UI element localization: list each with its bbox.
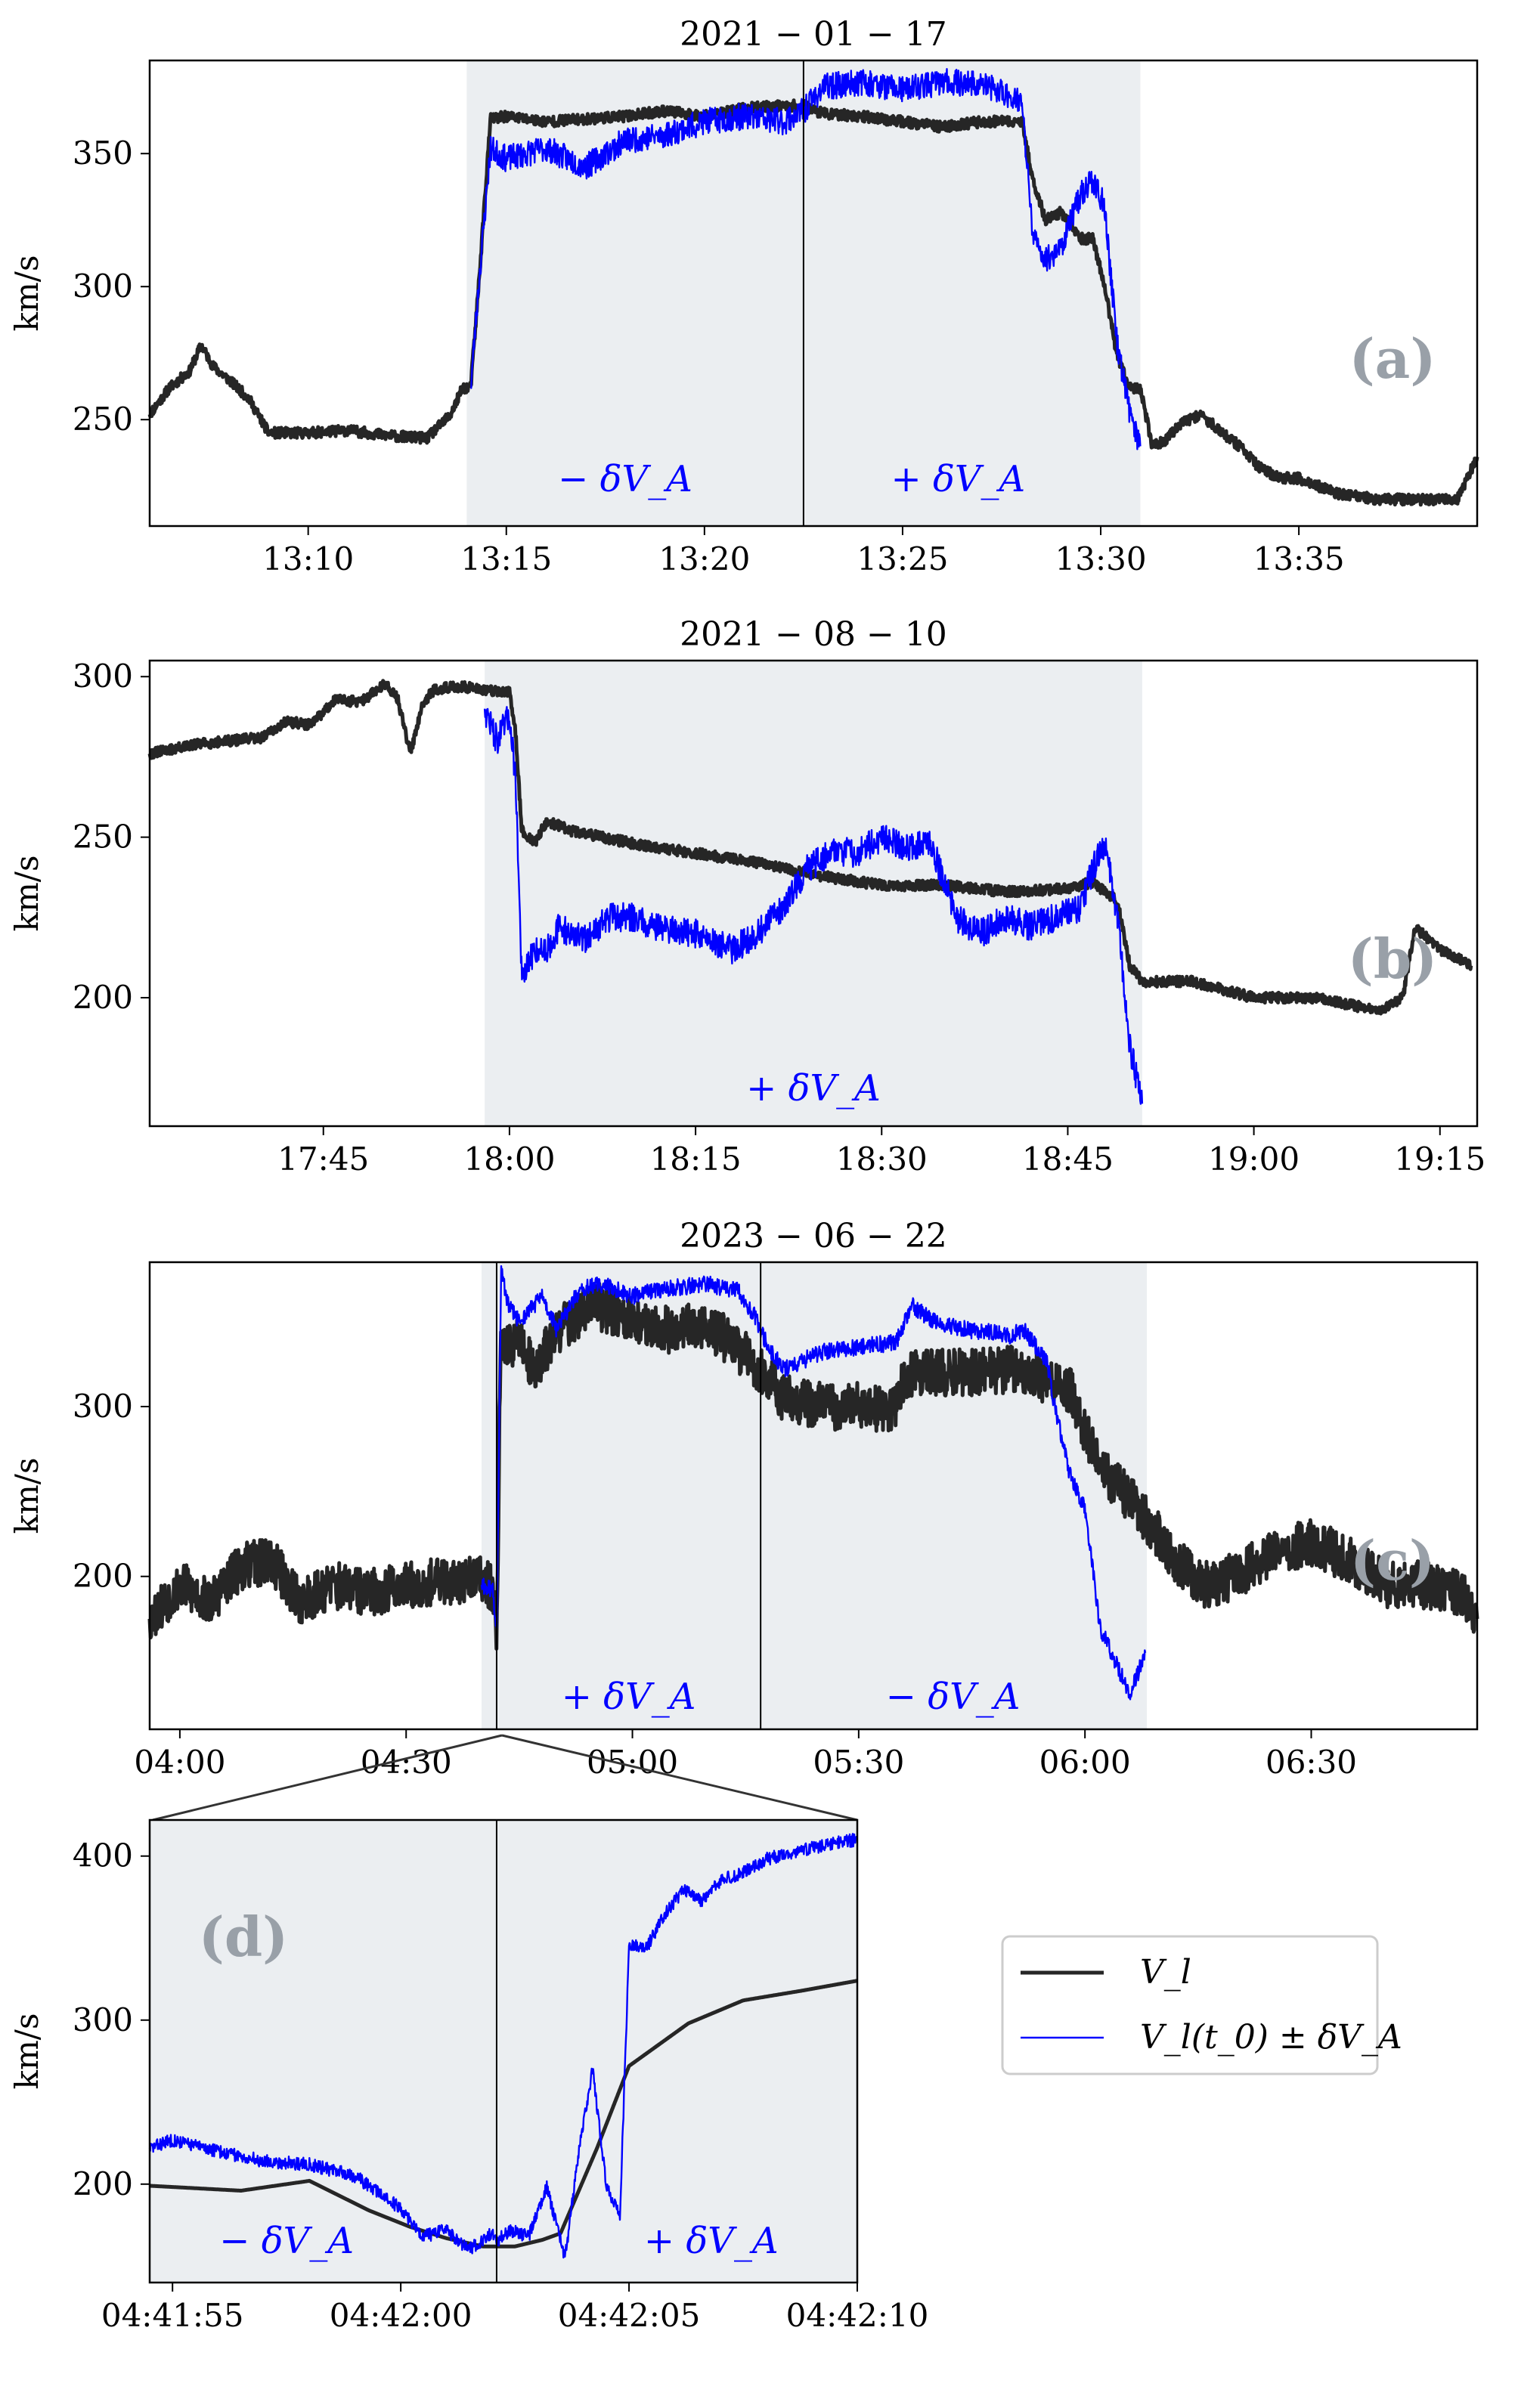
x-tick-label: 05:30 (813, 1744, 904, 1781)
y-tick-label: 250 (73, 819, 133, 856)
panel-a: − δV_A + δV_A 13:10 13:15 13:20 13:25 13:30 13… (8, 15, 1479, 577)
y-axis-label: km/s (8, 856, 45, 932)
region-label: − δV_A (219, 2220, 354, 2262)
x-tick-label: 17:45 (277, 1141, 369, 1178)
series-lines (147, 679, 1473, 1105)
panel-letter: (a) (1349, 327, 1436, 391)
axes-frame (148, 1261, 1479, 1731)
axis-ticks: 04:41:55 04:42:00 04:42:05 04:42:10 200 300 40… (73, 1837, 928, 2334)
x-tick-label: 04:42:10 (786, 2297, 929, 2334)
series-lines (147, 1264, 1479, 1701)
y-tick-label: 400 (73, 1837, 133, 1874)
region-labels: + δV_A − δV_A (562, 1676, 1021, 1718)
region-labels: + δV_A (746, 1067, 881, 1110)
legend-label-vl-t0: V_l(t_0) ± δV_A (1140, 2018, 1402, 2057)
panel-letter: (d) (199, 1905, 288, 1969)
panel-title: 2021 − 08 − 10 (680, 615, 947, 654)
series-vl-line (147, 1281, 1479, 1651)
y-axis-label: km/s (8, 255, 45, 332)
zoom-connector-lines (152, 1734, 858, 1821)
y-tick-label: 300 (73, 658, 133, 695)
x-tick-label: 18:15 (650, 1141, 742, 1178)
y-tick-label: 300 (73, 268, 133, 305)
panel-b: + δV_A 17:45 18:00 18:15 18:30 18:45 19:00 19:… (8, 615, 1485, 1178)
x-tick-label: 13:10 (262, 540, 354, 577)
series-lines (147, 67, 1479, 507)
y-axis-label: km/s (8, 1458, 45, 1534)
axes-frame (148, 59, 1479, 528)
x-tick-label: 18:30 (836, 1141, 928, 1178)
region-label: + δV_A (891, 458, 1025, 500)
region-label: − δV_A (886, 1676, 1021, 1718)
panel-c: + δV_A − δV_A 04:00 04:30 05:00 05:30 06:00 06… (8, 1217, 1479, 1781)
series-vl-line (147, 98, 1479, 507)
x-tick-label: 04:00 (134, 1744, 225, 1781)
x-tick-label: 18:45 (1022, 1141, 1114, 1178)
axis-ticks: 17:45 18:00 18:15 18:30 18:45 19:00 19:15 200 25… (73, 658, 1485, 1178)
x-tick-label: 04:42:00 (330, 2297, 472, 2334)
x-tick-label: 04:41:55 (101, 2297, 244, 2334)
axes-frame (148, 659, 1479, 1128)
region-label: + δV_A (746, 1067, 881, 1110)
axes-frame (148, 1818, 859, 2284)
zoom-connector-right (501, 1734, 858, 1821)
series-vl-t0-line (470, 67, 1142, 450)
x-tick-label: 06:30 (1266, 1744, 1357, 1781)
shaded-region (482, 1262, 1147, 1729)
region-labels: − δV_A + δV_A (219, 2220, 778, 2262)
x-tick-label: 13:15 (460, 540, 552, 577)
y-tick-label: 300 (73, 1388, 133, 1425)
region-label: − δV_A (558, 458, 692, 500)
y-tick-label: 200 (73, 1558, 133, 1595)
series-vl-t0-line (148, 1833, 859, 2259)
zoom-connector-left (152, 1734, 503, 1821)
y-tick-label: 200 (73, 979, 133, 1016)
x-tick-label: 19:15 (1394, 1141, 1485, 1178)
series-vl-line (148, 1979, 859, 2249)
y-tick-label: 300 (73, 2001, 133, 2038)
shaded-region (150, 1820, 857, 2283)
y-axis-label: km/s (8, 2013, 45, 2090)
shade-rect (482, 1262, 1147, 1729)
y-tick-label: 200 (73, 2165, 133, 2202)
region-label: + δV_A (562, 1676, 696, 1718)
x-tick-label: 13:35 (1253, 540, 1345, 577)
x-tick-label: 13:30 (1055, 540, 1147, 577)
x-tick-label: 06:00 (1039, 1744, 1131, 1781)
shade-rect (150, 1820, 857, 2283)
x-tick-label: 04:42:05 (558, 2297, 701, 2334)
series-lines (148, 1833, 859, 2259)
panel-letter: (b) (1348, 927, 1437, 991)
legend: V_l V_l(t_0) ± δV_A (1001, 1935, 1402, 2075)
axis-ticks: 13:10 13:15 13:20 13:25 13:30 13:35 250 300 350 (73, 135, 1345, 577)
x-tick-label: 18:00 (463, 1141, 555, 1178)
series-vl-t0-line (483, 706, 1144, 1105)
region-label: + δV_A (644, 2220, 779, 2262)
panel-d: − δV_A + δV_A 04:41:55 04:42:00 04:42:05 04:… (8, 1818, 928, 2334)
x-tick-label: 13:25 (857, 540, 948, 577)
x-tick-label: 13:20 (658, 540, 750, 577)
x-tick-label: 04:30 (361, 1744, 452, 1781)
series-vl-t0-line (480, 1264, 1147, 1701)
region-labels: − δV_A + δV_A (558, 458, 1025, 500)
legend-label-vl: V_l (1140, 1953, 1191, 1992)
panel-title: 2021 − 01 − 17 (680, 15, 947, 54)
panel-letter: (c) (1350, 1528, 1435, 1592)
panel-title: 2023 − 06 − 22 (680, 1217, 947, 1255)
x-tick-label: 19:00 (1208, 1141, 1300, 1178)
y-tick-label: 250 (73, 401, 133, 438)
vertical-markers (495, 1262, 762, 1729)
y-tick-label: 350 (73, 135, 133, 172)
